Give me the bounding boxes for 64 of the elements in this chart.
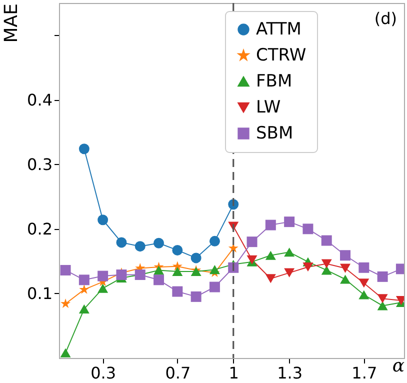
point — [154, 274, 164, 286]
point — [265, 220, 276, 230]
x-tick-label: 1 — [228, 364, 239, 382]
point — [377, 294, 388, 304]
point — [265, 274, 276, 284]
point — [284, 216, 295, 228]
point — [190, 252, 202, 264]
point — [209, 236, 220, 246]
point — [60, 348, 71, 358]
y-tick-label: 0.3 — [27, 154, 52, 174]
point — [98, 270, 108, 282]
point — [116, 237, 127, 248]
point — [265, 250, 276, 260]
point — [302, 262, 314, 272]
legend-label: SBM — [256, 124, 294, 144]
point — [116, 269, 127, 280]
y-tick-label: 0.4 — [27, 90, 52, 110]
point — [340, 250, 350, 261]
point — [358, 278, 370, 288]
x-tick-label: 0.7 — [165, 364, 191, 382]
point — [284, 268, 295, 278]
point — [209, 282, 220, 292]
point — [78, 274, 90, 286]
point — [340, 264, 350, 273]
point — [172, 266, 183, 276]
x-axis-title: α — [392, 356, 404, 376]
point — [209, 265, 220, 274]
x-tick-label: 0.3 — [90, 364, 116, 382]
point — [134, 241, 146, 252]
point — [340, 274, 350, 284]
legend-label: LW — [256, 98, 281, 118]
legend-label: FBM — [256, 72, 292, 92]
annotation: (d) — [374, 9, 397, 28]
point — [358, 290, 370, 300]
point — [377, 301, 388, 310]
point — [172, 261, 182, 271]
point — [78, 304, 90, 314]
point — [98, 214, 108, 226]
point — [246, 236, 258, 248]
point — [79, 284, 90, 294]
point — [358, 262, 370, 273]
point — [98, 284, 108, 293]
y-tick-label: 0.2 — [27, 219, 52, 238]
point — [321, 259, 332, 268]
point — [284, 248, 295, 257]
point — [60, 264, 71, 276]
point — [154, 266, 164, 275]
point — [321, 266, 332, 275]
point — [321, 235, 332, 246]
point — [154, 238, 164, 248]
y-tick-label: 0.1 — [27, 284, 52, 303]
point — [377, 271, 388, 282]
legend-label: CTRW — [256, 46, 306, 66]
point — [302, 224, 314, 234]
y-axis-title: MAE — [1, 4, 22, 43]
point — [78, 144, 90, 154]
point — [172, 286, 183, 297]
point — [228, 243, 238, 253]
point — [190, 291, 202, 302]
x-tick-label: 1.3 — [277, 364, 303, 382]
point — [172, 244, 183, 256]
point — [60, 298, 71, 308]
x-tick-label: 1.7 — [352, 364, 378, 382]
legend-label: ATTM — [256, 20, 302, 40]
